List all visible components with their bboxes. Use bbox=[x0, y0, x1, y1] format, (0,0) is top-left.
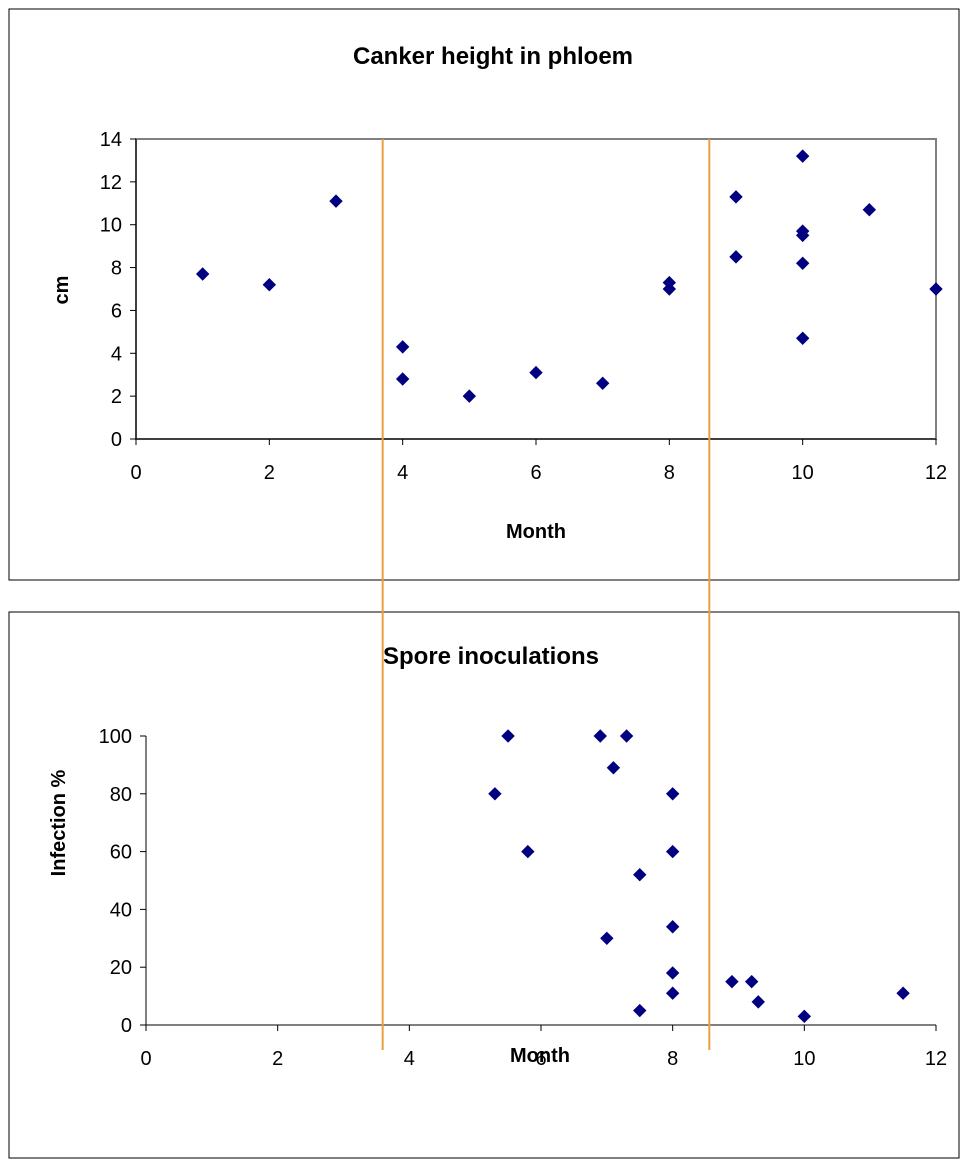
x-tick-label: 8 bbox=[667, 1048, 678, 1070]
data-point bbox=[462, 389, 477, 403]
data-point bbox=[725, 974, 739, 989]
y-tick-label: 12 bbox=[100, 172, 122, 194]
chart-title: Spore inoculations bbox=[383, 643, 599, 670]
data-points bbox=[488, 729, 910, 1024]
data-point bbox=[521, 844, 535, 859]
data-point bbox=[529, 365, 543, 380]
y-tick-label: 20 bbox=[110, 957, 132, 979]
x-axis-title: Month bbox=[506, 521, 566, 543]
y-tick-label: 10 bbox=[100, 215, 122, 237]
x-tick-label: 8 bbox=[664, 462, 675, 484]
y-tick-label: 100 bbox=[99, 726, 132, 748]
x-tick-label: 4 bbox=[397, 462, 408, 484]
data-point bbox=[729, 190, 743, 204]
x-tick-label: 10 bbox=[793, 1048, 815, 1070]
chart-title: Canker height in phloem bbox=[353, 43, 633, 70]
data-point bbox=[795, 149, 810, 163]
data-point bbox=[662, 282, 677, 296]
data-point bbox=[262, 278, 277, 292]
data-point bbox=[665, 986, 680, 1000]
chart-area-frame bbox=[8, 611, 960, 1159]
data-points bbox=[195, 149, 943, 403]
plot-area bbox=[135, 138, 937, 440]
data-point bbox=[606, 761, 621, 775]
data-point bbox=[595, 376, 610, 390]
x-tick-label: 0 bbox=[140, 1048, 151, 1070]
x-tick-label: 2 bbox=[264, 462, 275, 484]
chart-spore-inoculations: Spore inoculations 0 2 4 6 8 10 12 0 20 40 60 80 100… bbox=[8, 611, 960, 1159]
data-point bbox=[619, 729, 634, 743]
data-point bbox=[929, 282, 943, 296]
data-point bbox=[329, 194, 343, 208]
data-point bbox=[501, 729, 515, 743]
data-point bbox=[488, 787, 502, 801]
data-point bbox=[797, 1009, 812, 1024]
data-point bbox=[795, 228, 810, 243]
x-tick-label: 6 bbox=[530, 462, 541, 484]
data-point bbox=[633, 1003, 647, 1018]
x-tick-label: 12 bbox=[925, 462, 947, 484]
data-point bbox=[795, 256, 810, 270]
y-tick-label: 60 bbox=[110, 842, 132, 864]
data-point bbox=[195, 267, 210, 281]
y-tick-label: 4 bbox=[111, 343, 122, 365]
y-tick-label: 14 bbox=[100, 129, 122, 151]
data-point bbox=[751, 995, 765, 1009]
data-point bbox=[665, 844, 680, 859]
reference-lines bbox=[381, 139, 711, 1050]
data-point bbox=[395, 372, 410, 386]
data-point bbox=[862, 203, 877, 217]
data-point bbox=[593, 729, 607, 743]
y-tick-label: 0 bbox=[121, 1015, 132, 1037]
data-point bbox=[665, 787, 680, 801]
y-tick-label: 0 bbox=[111, 429, 122, 451]
data-point bbox=[795, 331, 810, 345]
x-axis-title: Month bbox=[510, 1045, 570, 1067]
axes: 0 2 4 6 8 10 12 0 20 40 60 80 100 bbox=[99, 726, 948, 1070]
y-tick-label: 6 bbox=[111, 300, 122, 322]
y-tick-label: 40 bbox=[110, 899, 132, 921]
y-axis-title: Infection % bbox=[48, 769, 70, 876]
data-point bbox=[729, 250, 743, 264]
data-point bbox=[744, 974, 759, 989]
axes: 0 2 4 6 8 10 12 0 2 4 6 8 10 12 14 bbox=[100, 129, 947, 484]
y-tick-label: 2 bbox=[111, 386, 122, 408]
data-point bbox=[896, 986, 910, 1000]
y-axis-title: cm bbox=[51, 276, 73, 305]
x-tick-label: 10 bbox=[792, 462, 814, 484]
data-point bbox=[395, 340, 410, 354]
data-point bbox=[600, 931, 614, 946]
y-tick-label: 80 bbox=[110, 784, 132, 806]
data-point bbox=[665, 966, 680, 980]
x-tick-label: 4 bbox=[404, 1048, 415, 1070]
chart-canker-height: Canker height in phloem 0 2 4 6 8 10 12 0 2 4 6 8 10… bbox=[8, 8, 960, 581]
x-tick-label: 12 bbox=[925, 1048, 947, 1070]
x-tick-label: 6 bbox=[535, 1048, 546, 1070]
x-tick-label: 2 bbox=[272, 1048, 283, 1070]
data-point bbox=[665, 920, 680, 934]
data-point bbox=[633, 868, 647, 882]
y-tick-label: 8 bbox=[111, 258, 122, 280]
x-tick-label: 0 bbox=[130, 462, 141, 484]
